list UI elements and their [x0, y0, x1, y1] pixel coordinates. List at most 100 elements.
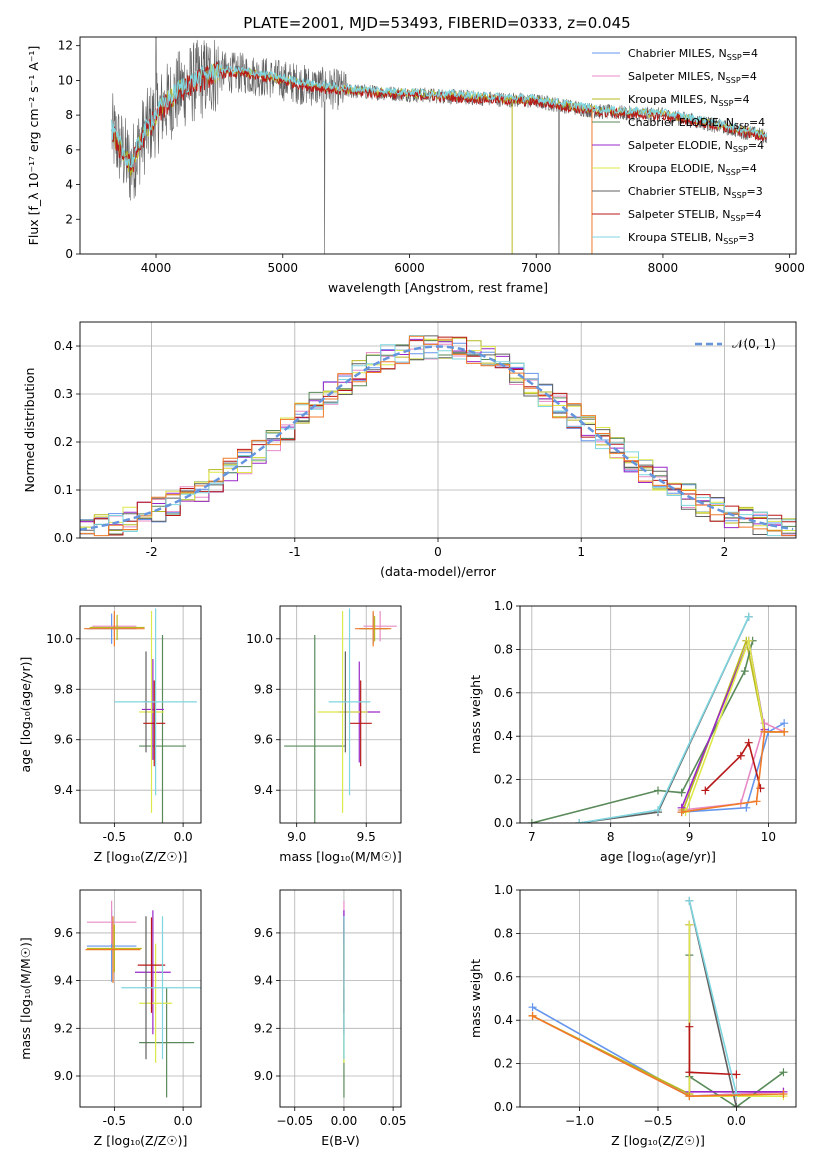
legend-label-value: =4 — [741, 162, 757, 175]
y-tick-label: 0.6 — [494, 686, 513, 700]
axes-frame — [79, 889, 202, 1108]
legend-label: Kroupa STELIB, NSSP=3 — [628, 231, 754, 246]
weight-point-marker — [677, 808, 686, 817]
y-tick-label: 0.0 — [494, 1100, 513, 1114]
legend-label-sub: SSP — [733, 145, 748, 154]
weight-point-marker — [685, 920, 694, 929]
legend-label-sub: SSP — [732, 191, 747, 200]
axes-frame — [519, 889, 797, 1108]
y-tick-label: 0.0 — [54, 531, 73, 545]
weight-point-marker — [736, 751, 745, 760]
legend-label-sub: SSP — [726, 76, 741, 85]
x-axis-label: age [log₁₀(age/yr)] — [600, 849, 716, 864]
panel-age_vs_Z: -0.5 0.0 9.4 9.6 9.8 10.0 Z [log₁₀(Z/Z☉)] age [… — [18, 605, 202, 864]
axes-frame — [519, 605, 797, 824]
y-tick-label: 8 — [65, 108, 73, 122]
x-tick-label: 7 — [528, 830, 536, 844]
legend-label-main: Chabrier MILES, N — [628, 47, 727, 60]
y-tick-label: 1.0 — [494, 599, 513, 613]
weight-point-marker — [685, 1022, 694, 1031]
legend-label-main: Chabrier ELODIE, N — [628, 116, 734, 129]
normal-curve — [80, 345, 794, 531]
legend-label-sub: SSP — [718, 99, 733, 108]
y-tick-label: 0.3 — [54, 387, 73, 401]
y-tick-label: 9.4 — [254, 974, 273, 988]
plot-area — [280, 606, 401, 823]
legend-label-value: =3 — [747, 185, 763, 198]
y-tick-label: 2 — [65, 212, 73, 226]
y-tick-label: 9.8 — [254, 682, 273, 696]
weight-point-marker — [744, 738, 753, 747]
weight-point-marker — [740, 667, 749, 676]
figure-title: PLATE=2001, MJD=53493, FIBERID=0333, z=0… — [243, 14, 630, 32]
weight-series-line — [681, 731, 785, 813]
legend-label: Chabrier MILES, NSSP=4 — [628, 47, 758, 62]
y-tick-label: 9.0 — [254, 1069, 273, 1083]
weight-point-marker — [742, 803, 751, 812]
weight-point-marker — [527, 819, 536, 823]
legend-label-sub: SSP — [734, 122, 749, 131]
x-axis-label: Z [log₁₀(Z/Z☉)] — [94, 1133, 188, 1148]
x-tick-label: 4000 — [141, 261, 172, 275]
legend-label-value: =4 — [733, 93, 749, 106]
y-axis-label: Flux [f_λ 10⁻¹⁷ erg cm⁻² s⁻¹ A⁻¹] — [26, 46, 41, 246]
weight-point-marker — [654, 805, 662, 814]
x-axis-label: wavelength [Angstrom, rest frame] — [328, 280, 548, 295]
x-tick-label: −1.0 — [565, 1114, 594, 1128]
y-tick-label: 0.4 — [54, 339, 73, 353]
weight-point-marker — [752, 797, 761, 806]
y-tick-label: 9.6 — [254, 733, 273, 747]
x-tick-label: 8 — [607, 830, 615, 844]
y-tick-label: 0.1 — [54, 483, 73, 497]
legend-label-value: =4 — [742, 47, 758, 60]
plot-area — [111, 37, 767, 254]
y-tick-label: 0.8 — [494, 926, 513, 940]
legend-label-sub: SSP — [726, 168, 741, 177]
legend-label-main: Kroupa STELIB, N — [628, 231, 723, 244]
y-tick-label: 0 — [65, 247, 73, 261]
plot-area — [280, 890, 401, 1107]
weight-point-marker — [677, 788, 686, 797]
x-tick-label: 0.0 — [174, 830, 193, 844]
x-tick-label: 5000 — [267, 261, 298, 275]
weight-point-marker — [744, 636, 753, 645]
legend-label-main: Kroupa ELODIE, N — [628, 162, 726, 175]
legend-label: Chabrier ELODIE, NSSP=4 — [628, 116, 765, 131]
axes-frame — [79, 321, 797, 539]
weight-point-marker — [528, 1003, 537, 1012]
x-tick-label: 1 — [577, 545, 585, 559]
axes-frame — [279, 605, 402, 824]
y-axis-label: mass weight — [468, 959, 483, 1038]
x-axis-label: Z [log₁₀(Z/Z☉)] — [94, 849, 188, 864]
x-tick-label: 0 — [434, 545, 442, 559]
x-tick-label: 6000 — [394, 261, 425, 275]
weight-point-marker — [575, 819, 584, 823]
x-tick-label: 7000 — [521, 261, 552, 275]
y-tick-label: 10 — [58, 73, 73, 87]
x-tick-label: 9.0 — [287, 830, 306, 844]
y-tick-label: 9.4 — [54, 783, 73, 797]
y-tick-label: 9.8 — [54, 682, 73, 696]
x-axis-label: mass [log₁₀(M/M☉)] — [279, 849, 401, 864]
y-tick-label: 0.0 — [494, 816, 513, 830]
y-axis-label: mass weight — [468, 675, 483, 754]
spectrum-model-line — [111, 63, 767, 168]
weight-point-marker — [779, 1068, 788, 1077]
legend-label: Salpeter MILES, NSSP=4 — [628, 70, 757, 85]
x-tick-label: 0.00 — [331, 1114, 358, 1128]
x-tick-label: 8000 — [648, 261, 679, 275]
y-axis-label: mass [log₁₀(M/M☉)] — [18, 937, 33, 1059]
plot-area — [520, 890, 796, 1107]
weight-point-marker — [685, 1068, 694, 1077]
y-tick-label: 9.6 — [54, 926, 73, 940]
histogram-step — [80, 335, 796, 537]
weight-point-marker — [780, 727, 789, 736]
y-tick-label: 0.4 — [494, 729, 513, 743]
legend-label: Kroupa MILES, NSSP=4 — [628, 93, 750, 108]
y-tick-label: 12 — [58, 39, 73, 53]
legend-label-value: =3 — [738, 231, 754, 244]
weight-point-marker — [732, 1103, 741, 1107]
legend-label-value: =4 — [741, 70, 757, 83]
